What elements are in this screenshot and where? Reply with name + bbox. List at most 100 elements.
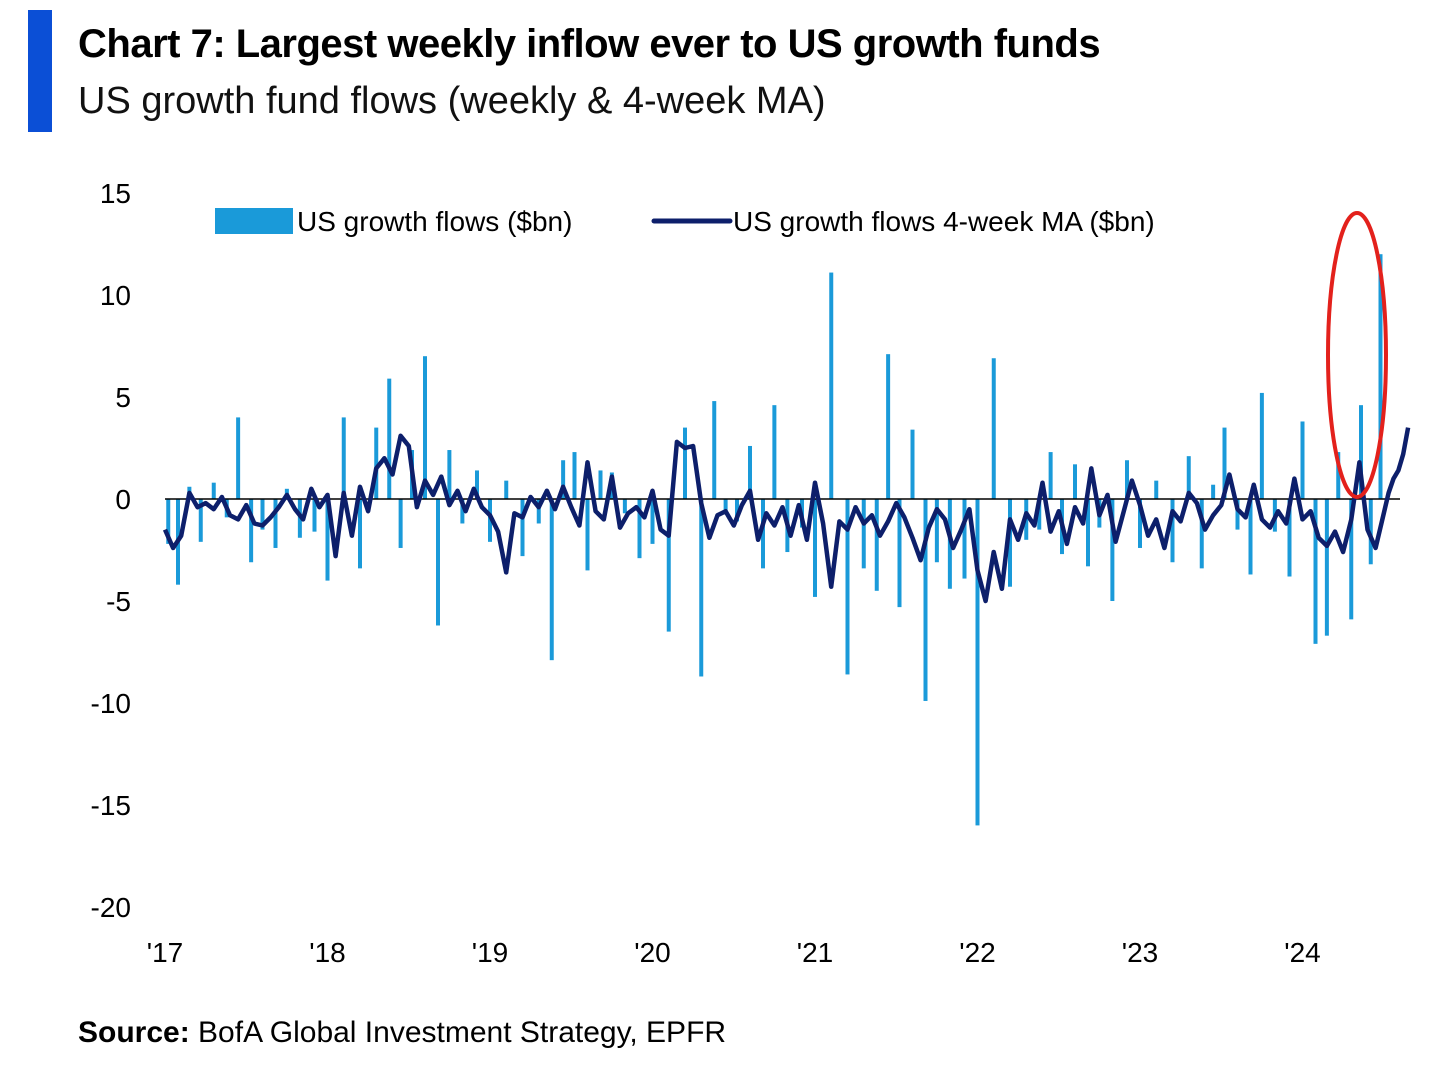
legend-label-ma: US growth flows 4-week MA ($bn) bbox=[733, 206, 1155, 237]
flow-bar bbox=[1186, 456, 1191, 499]
y-axis: 15 10 5 0 -5 -10 -15 -20 bbox=[91, 178, 131, 923]
flow-bar bbox=[650, 499, 655, 544]
flow-bar bbox=[1073, 464, 1077, 499]
y-tick-label: 0 bbox=[115, 484, 131, 515]
flow-bar bbox=[520, 499, 525, 557]
flow-bar bbox=[1138, 499, 1142, 548]
ma-line bbox=[162, 427, 1411, 604]
flow-bar bbox=[166, 499, 171, 544]
flow-bar bbox=[536, 499, 541, 524]
x-tick-label: '21 bbox=[797, 937, 834, 968]
flow-bar bbox=[1248, 499, 1253, 575]
flow-bar bbox=[312, 499, 317, 532]
y-tick-label: 10 bbox=[100, 280, 131, 311]
flow-bar bbox=[723, 499, 728, 512]
y-tick-label: -5 bbox=[106, 586, 131, 617]
x-tick-label: '23 bbox=[1122, 937, 1159, 968]
y-tick-label: -10 bbox=[91, 688, 131, 719]
ma-series bbox=[162, 427, 1411, 604]
bars-series bbox=[166, 254, 1383, 826]
flow-bar bbox=[712, 401, 717, 499]
flow-bar bbox=[874, 499, 879, 591]
flow-bar bbox=[1378, 254, 1383, 499]
x-axis: '17 '18 '19 '20 '21 '22 '23 '24 bbox=[147, 937, 1321, 968]
flow-bar bbox=[585, 499, 590, 571]
y-tick-label: 5 bbox=[115, 382, 131, 413]
x-tick-label: '24 bbox=[1284, 937, 1321, 968]
flow-bar bbox=[447, 450, 452, 499]
flow-bar bbox=[735, 499, 739, 522]
flow-bar bbox=[598, 470, 603, 499]
legend: US growth flows ($bn) US growth flows 4-w… bbox=[215, 206, 1155, 237]
flow-bar bbox=[504, 480, 509, 499]
flow-bar bbox=[398, 499, 403, 548]
flow-bar bbox=[1359, 405, 1363, 499]
legend-swatch-bars bbox=[215, 208, 293, 234]
accent-bar bbox=[28, 10, 52, 132]
source-label: Source: bbox=[78, 1016, 190, 1049]
chart-subtitle: US growth fund flows (weekly & 4-week MA… bbox=[78, 80, 826, 122]
flow-bar bbox=[1324, 499, 1329, 636]
flow-bar bbox=[211, 482, 216, 499]
legend-label-bars: US growth flows ($bn) bbox=[297, 206, 572, 237]
flow-bar bbox=[1048, 452, 1053, 499]
flow-bar bbox=[1287, 499, 1292, 577]
flow-bar bbox=[683, 427, 687, 499]
flow-bar bbox=[341, 417, 346, 499]
x-tick-label: '17 bbox=[147, 937, 184, 968]
flow-bar bbox=[460, 499, 465, 524]
flow-bar bbox=[1211, 484, 1216, 499]
flow-bar bbox=[910, 429, 915, 499]
flow-bar bbox=[975, 499, 980, 826]
highlight-annotation bbox=[1326, 211, 1388, 499]
source-note: Source: BofA Global Investment Strategy,… bbox=[78, 1016, 726, 1050]
y-tick-label: -20 bbox=[91, 892, 131, 923]
flow-bar bbox=[325, 499, 330, 581]
flow-bar bbox=[1313, 499, 1318, 644]
flow-bar bbox=[829, 272, 834, 499]
flow-bar bbox=[772, 405, 777, 499]
flow-bar bbox=[962, 499, 967, 579]
flow-bar bbox=[1008, 499, 1012, 587]
flow-bar bbox=[1235, 499, 1240, 530]
flow-bar bbox=[666, 499, 671, 632]
source-text: BofA Global Investment Strategy, EPFR bbox=[189, 1016, 727, 1049]
y-tick-label: -15 bbox=[91, 790, 131, 821]
chart-title: Chart 7: Largest weekly inflow ever to U… bbox=[78, 22, 1101, 66]
flow-bar bbox=[761, 499, 765, 569]
flow-bar bbox=[273, 499, 278, 548]
flow-bar bbox=[1349, 499, 1354, 620]
flow-bar bbox=[488, 499, 492, 542]
flow-bar bbox=[991, 358, 996, 499]
flow-bar bbox=[1037, 499, 1042, 530]
x-tick-label: '22 bbox=[959, 937, 996, 968]
flow-bar bbox=[423, 356, 427, 499]
highlight-ellipse bbox=[1326, 211, 1388, 499]
flow-bar bbox=[1259, 392, 1264, 499]
flow-bar bbox=[923, 499, 928, 701]
flow-bar bbox=[699, 499, 704, 677]
flow-bar bbox=[1300, 421, 1305, 499]
flow-bar bbox=[1170, 499, 1175, 563]
flow-bar bbox=[1110, 499, 1115, 601]
x-tick-label: '18 bbox=[309, 937, 346, 968]
flow-bar bbox=[436, 499, 440, 626]
y-tick-label: 15 bbox=[100, 178, 131, 209]
flow-bar bbox=[748, 445, 752, 499]
flow-bar bbox=[561, 460, 566, 499]
flow-bar bbox=[549, 499, 554, 661]
flow-bar bbox=[861, 499, 866, 569]
flow-bar bbox=[1222, 427, 1227, 499]
flow-bar bbox=[1086, 499, 1090, 567]
flow-bar bbox=[374, 427, 379, 499]
flow-bar bbox=[249, 499, 254, 563]
x-tick-label: '20 bbox=[634, 937, 671, 968]
flow-bar bbox=[934, 499, 939, 563]
flow-bar bbox=[572, 452, 577, 499]
flow-bar bbox=[897, 499, 902, 608]
flow-bar bbox=[637, 499, 642, 559]
flow-bar bbox=[1199, 499, 1204, 569]
flow-bar bbox=[198, 499, 203, 542]
flow-bar bbox=[886, 354, 891, 499]
